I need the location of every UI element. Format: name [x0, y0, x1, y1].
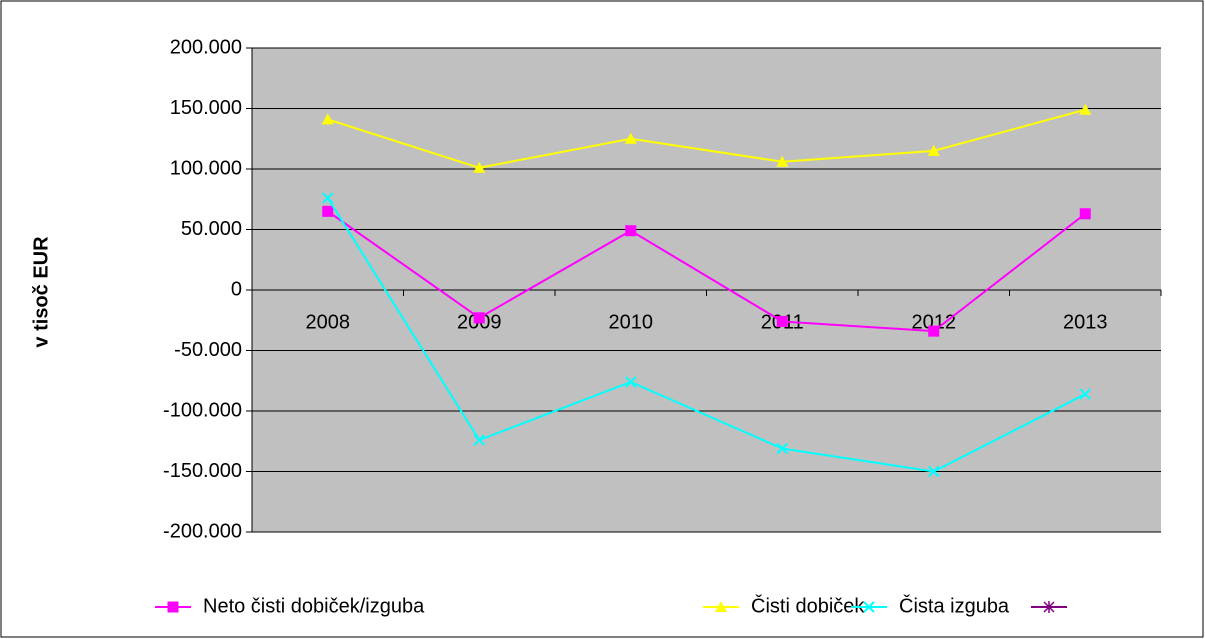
- x-tick-label: 2013: [1063, 311, 1108, 333]
- marker-x: [863, 601, 875, 613]
- marker-x: [625, 376, 637, 388]
- marker-x: [473, 434, 485, 446]
- marker-triangle: [473, 161, 486, 173]
- marker-square: [322, 205, 334, 217]
- series-line: [326, 197, 1086, 473]
- y-tick-label: 150.000: [170, 97, 242, 119]
- series-line: [327, 210, 1086, 333]
- y-tick-label: 0: [231, 278, 242, 300]
- marker-square: [167, 601, 179, 613]
- marker-x: [322, 192, 334, 204]
- marker-triangle: [321, 113, 334, 125]
- legend-label: Čista izguba: [899, 594, 1010, 617]
- marker-x: [1079, 388, 1091, 400]
- marker-square: [776, 315, 788, 327]
- legend-label: Čisti dobiček: [751, 594, 865, 617]
- y-tick-label: -50.000: [174, 339, 242, 361]
- marker-square: [473, 312, 485, 324]
- x-tick-label: 2008: [306, 311, 351, 333]
- y-tick-label: 50.000: [181, 218, 242, 240]
- marker-x: [776, 442, 788, 455]
- y-tick-label: -200.000: [163, 520, 242, 542]
- marker-triangle: [927, 144, 940, 156]
- x-tick-label: 2010: [609, 311, 654, 333]
- y-tick-label: 100.000: [170, 157, 242, 179]
- series-line: [327, 108, 1086, 169]
- y-axis-title: v tisoč EUR: [30, 236, 52, 348]
- marker-square: [928, 325, 940, 337]
- marker-triangle: [715, 601, 727, 612]
- marker-square: [625, 225, 637, 237]
- y-tick-label: -100.000: [163, 399, 242, 421]
- y-tick-label: 200.000: [170, 36, 242, 58]
- marker-triangle: [776, 155, 789, 167]
- x-tick-label: 2012: [912, 311, 957, 333]
- legend-label: Neto čisti dobiček/izguba: [203, 595, 425, 617]
- y-tick-label: -150.000: [163, 460, 242, 482]
- marker-x: [928, 465, 940, 478]
- marker-triangle: [624, 132, 637, 144]
- marker-square: [1079, 208, 1091, 220]
- marker-triangle: [1079, 103, 1092, 115]
- marker-star: [1043, 601, 1055, 613]
